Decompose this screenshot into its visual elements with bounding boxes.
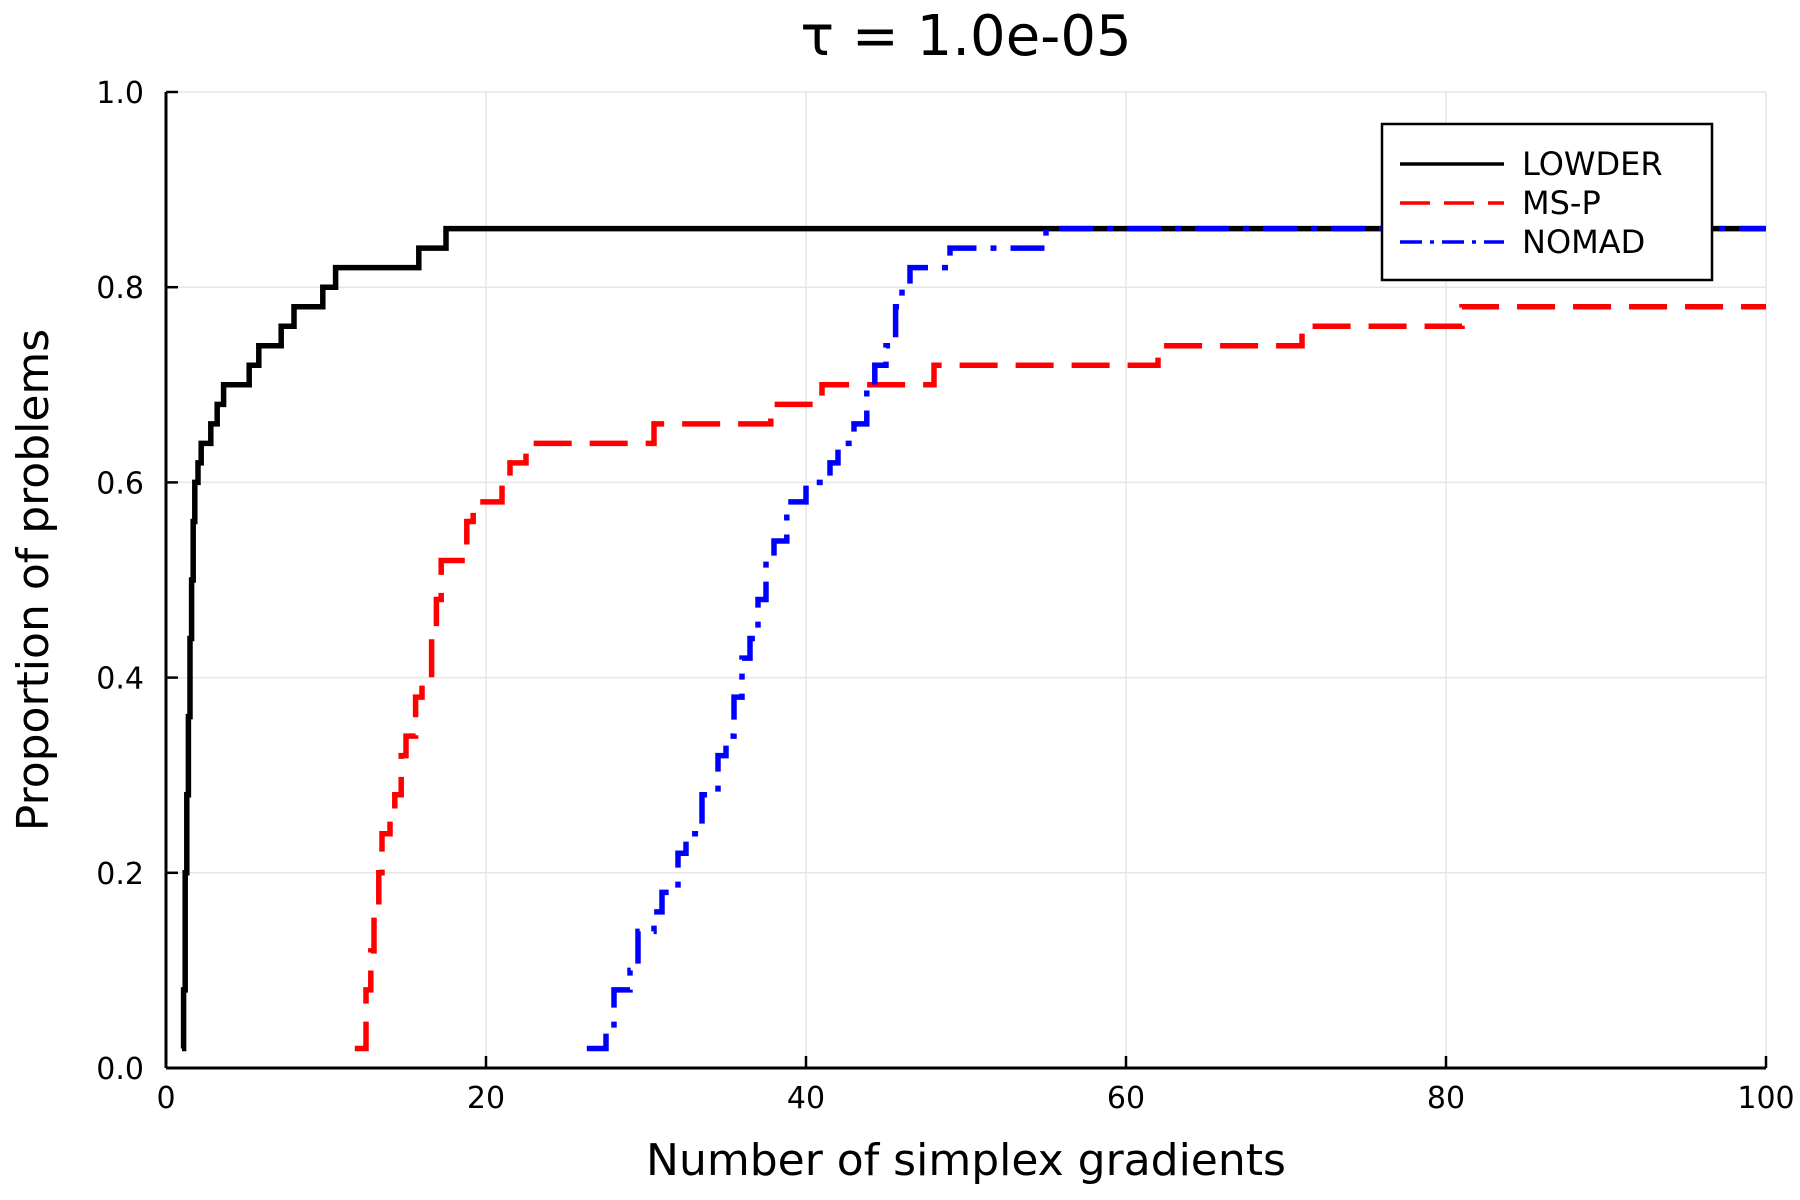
series-line-lowder [180,225,1766,1052]
y-tick-label: 0.6 [96,466,144,501]
legend-label-ms-p: MS-P [1522,184,1601,222]
y-tick-label: 0.0 [96,1052,144,1087]
y-tick-label: 0.8 [96,271,144,306]
legend-label-lowder: LOWDER [1522,145,1663,183]
x-axis-title: Number of simplex gradients [646,1135,1286,1186]
series-line-nomad [586,225,1766,1052]
x-tick-label: 100 [1737,1081,1794,1116]
x-tick-label: 80 [1427,1081,1465,1116]
series-line-ms-p [354,303,1766,1052]
legend-box [1380,122,1714,282]
y-tick-label: 1.0 [96,76,144,111]
x-tick-label: 40 [787,1081,825,1116]
series-layer [180,225,1766,1052]
y-axis-title: Proportion of problems [8,329,59,831]
x-tick-label: 20 [467,1081,505,1116]
y-tick-label: 0.2 [96,857,144,892]
x-tick-label: 60 [1107,1081,1145,1116]
legend-label-nomad: NOMAD [1522,223,1645,261]
axes: 0 20 40 60 80 100 0.0 0.2 0.4 0.6 0.8 1.0 [96,76,1794,1116]
y-tick-label: 0.4 [96,662,144,697]
x-tick-label: 0 [156,1081,175,1116]
chart-title: τ = 1.0e-05 [800,4,1131,69]
